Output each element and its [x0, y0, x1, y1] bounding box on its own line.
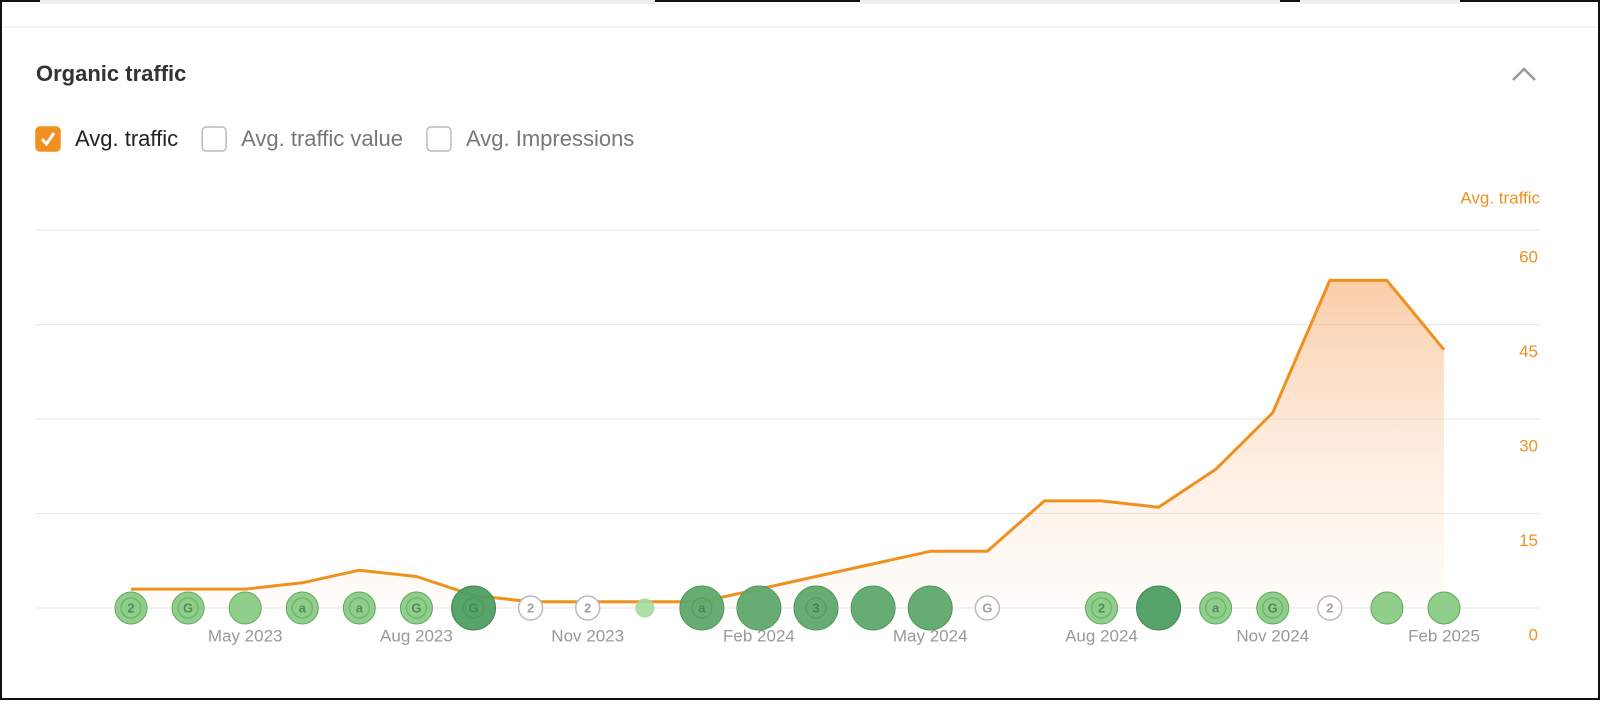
event-label: a [299, 600, 307, 615]
checkbox [35, 126, 61, 152]
event-label: G [1268, 600, 1278, 615]
event-marker [1317, 595, 1343, 621]
event-marker [451, 585, 497, 631]
event-marker [974, 595, 1001, 621]
event-marker [1370, 591, 1404, 625]
checkbox [426, 126, 452, 152]
event-marker [1136, 585, 1182, 631]
y-tick-label: 30 [1519, 436, 1538, 455]
event-label: 2 [1326, 600, 1333, 615]
event-ring [405, 597, 428, 619]
event-marker [1084, 591, 1118, 625]
event-ring [177, 597, 199, 619]
panel-title: Organic traffic [36, 61, 186, 86]
event-marker [228, 591, 262, 625]
x-tick-label: Aug 2023 [380, 626, 453, 645]
event-marker [574, 595, 601, 621]
axis-title: Avg. traffic [1460, 188, 1540, 207]
toggle[interactable]: Avg. traffic value [201, 126, 403, 152]
event-label: G [183, 600, 193, 615]
checkbox [201, 126, 227, 152]
event-label: 2 [584, 600, 591, 615]
toggle-label: Avg. traffic value [241, 126, 403, 151]
event-marker [793, 585, 839, 631]
top-strip [860, 0, 1280, 4]
event-marker [907, 585, 953, 631]
y-tick-label: 15 [1519, 531, 1538, 550]
event-marker [679, 585, 725, 631]
event-marker [171, 591, 205, 625]
event-label: 2 [127, 600, 134, 615]
event-ring [120, 597, 142, 619]
event-marker [850, 585, 896, 631]
event-marker [517, 595, 544, 621]
y-tick-label: 60 [1519, 247, 1538, 266]
x-tick-label: May 2023 [208, 626, 283, 645]
y-tick-label: 45 [1519, 342, 1538, 361]
event-marker [114, 591, 148, 625]
top-strip [1300, 0, 1460, 4]
event-ring [291, 597, 314, 619]
event-label: a [698, 600, 706, 615]
toggle[interactable]: Avg. Impressions [426, 126, 634, 152]
event-ring [462, 597, 485, 619]
event-label: G [411, 600, 421, 615]
toggle-label: Avg. traffic [75, 126, 178, 151]
event-ring [1090, 597, 1113, 619]
event-label: 2 [527, 600, 534, 615]
event-label: a [1212, 600, 1220, 615]
event-marker [635, 598, 655, 618]
line [131, 278, 1446, 604]
event-label: 2 [1098, 600, 1105, 615]
event-marker [736, 585, 782, 631]
event-marker [285, 591, 319, 625]
x-tick-label: Aug 2024 [1065, 626, 1138, 645]
event-ring [805, 597, 827, 619]
x-tick-label: Nov 2024 [1236, 626, 1309, 645]
event-ring [691, 597, 713, 619]
x-tick-label: Feb 2025 [1408, 626, 1480, 645]
event-ring [1261, 597, 1284, 619]
x-tick-label: Feb 2024 [723, 626, 795, 645]
toggle[interactable]: Avg. traffic [35, 126, 178, 152]
toggle-label: Avg. Impressions [466, 126, 634, 151]
top-strip [40, 0, 655, 4]
event-ring [1204, 597, 1227, 619]
event-label: a [356, 600, 364, 615]
event-label: G [468, 600, 478, 615]
event-marker [1199, 591, 1233, 625]
x-tick-label: May 2024 [893, 626, 968, 645]
event-label: G [982, 600, 992, 615]
event-marker [399, 591, 433, 625]
event-marker [342, 591, 376, 625]
collapse-button[interactable] [1512, 67, 1536, 81]
event-marker [1427, 591, 1461, 625]
event-marker [1256, 591, 1290, 625]
area [131, 280, 1444, 608]
event-label: 3 [812, 600, 819, 615]
y-tick-label: 0 [1529, 625, 1538, 644]
x-tick-label: Nov 2023 [551, 626, 624, 645]
checkmark [40, 132, 56, 147]
event-ring [348, 597, 371, 619]
